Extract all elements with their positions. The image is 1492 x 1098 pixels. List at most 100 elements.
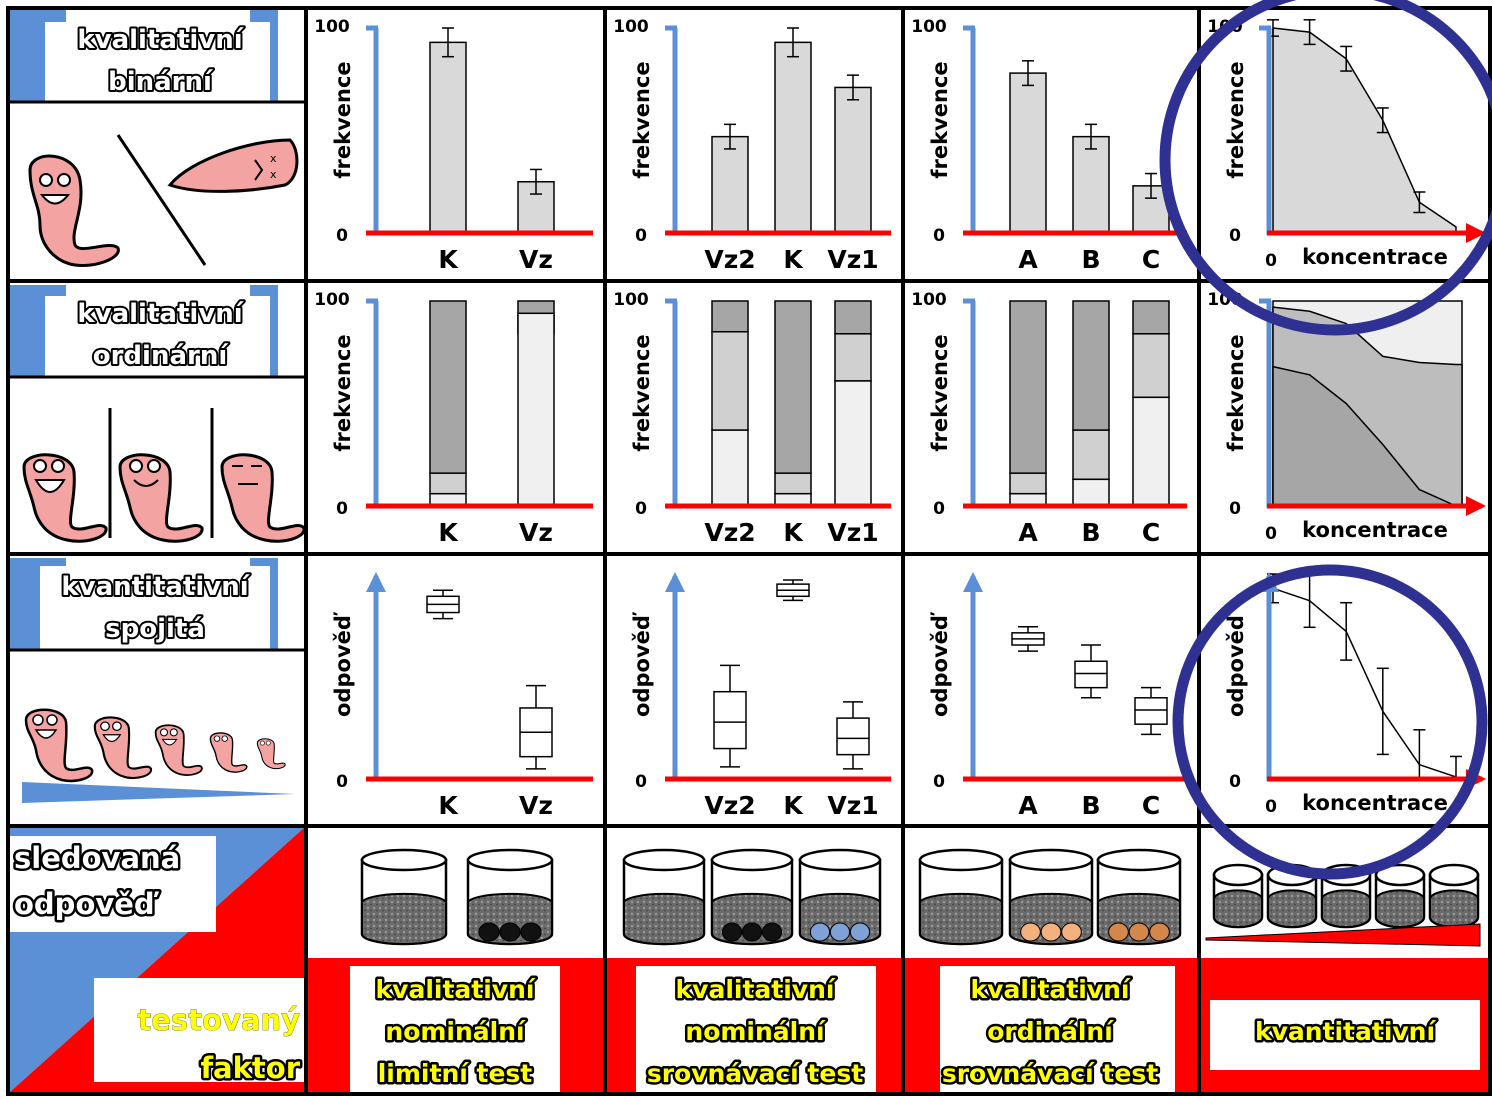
highlight-circle-top	[1159, 0, 1492, 336]
beaker-sediment	[1375, 889, 1425, 928]
bar-K	[774, 41, 812, 234]
svg-text:x: x	[270, 152, 277, 165]
stack-bottom-C	[1132, 396, 1170, 507]
stack-top-A	[1009, 300, 1047, 474]
box-C	[1134, 697, 1168, 725]
beaker-rim	[1212, 863, 1264, 887]
highlight-circle-bottom	[1172, 564, 1488, 880]
y-tick-100: 100	[911, 290, 947, 310]
beaker-illustrations	[360, 848, 1481, 947]
beaker-specimen	[761, 922, 783, 942]
stack-bottom-Vz1	[834, 380, 872, 507]
chart-panels: frekvence 100 0 K Vz frekvence 100 0 Vz2 K Vz1 frek…	[314, 17, 1486, 820]
chart-spojitá-4: odpověď 0 0 koncentrace	[1224, 572, 1486, 817]
x-label-C: C	[1142, 791, 1160, 820]
worm-illustration-binary: x x	[28, 134, 299, 268]
x-label-C: C	[1142, 518, 1160, 547]
y-tick-100: 100	[613, 17, 649, 37]
x-label-Vz2: Vz2	[704, 245, 755, 274]
beaker-k	[710, 848, 794, 946]
x-label-Vz: Vz	[519, 791, 553, 820]
x-tick-0: 0	[1265, 797, 1277, 817]
beaker-sediment	[919, 892, 1003, 945]
corner-response-line2: odpověď	[14, 887, 160, 921]
beaker-specimen	[520, 922, 542, 942]
column-2-line2: nominální	[685, 1017, 826, 1046]
beaker-specimen	[499, 922, 521, 942]
beaker-rim	[466, 848, 554, 872]
y-axis-title: frekvence	[630, 61, 654, 178]
bar-Vz1	[834, 86, 872, 234]
y-axis-title: odpověď	[630, 611, 654, 717]
x-label-A: A	[1018, 791, 1038, 820]
y-tick-100: 100	[314, 290, 350, 310]
stack-top-K	[429, 300, 467, 474]
x-label-Vz: Vz	[519, 245, 553, 274]
x-label-K: K	[783, 245, 804, 274]
column-1-line1: kvalitativní	[376, 975, 536, 1004]
column-2-line1: kvalitativní	[676, 975, 836, 1004]
chart-spojitá-3: odpověď 0 A B C	[928, 572, 1187, 820]
y-tick-0: 0	[933, 226, 945, 246]
stack-mid-K	[774, 472, 812, 495]
stack-top-B	[1072, 300, 1110, 431]
y-tick-0: 0	[933, 772, 945, 792]
x-axis-title: koncentrace	[1302, 518, 1448, 542]
stack-top-Vz1	[834, 300, 872, 335]
column-headers: kvalitativní nominální limitní test kval…	[306, 958, 1488, 1092]
row-header-binary: kvalitativní binární	[10, 10, 278, 104]
beaker-sediment	[1429, 889, 1479, 928]
stack-top-K	[774, 300, 812, 474]
stack-mid-B	[1072, 429, 1110, 481]
row-header-continuous: kvantitativní spojitá	[10, 558, 278, 650]
beaker-specimen	[849, 922, 871, 942]
x-label-K: K	[783, 518, 804, 547]
y-axis-title: frekvence	[1224, 334, 1248, 451]
x-label-K: K	[438, 245, 459, 274]
beaker-vz1	[798, 848, 882, 946]
stack-top-Vz2	[711, 300, 749, 333]
x-label-Vz1: Vz1	[827, 245, 878, 274]
beaker-rim	[1374, 863, 1426, 887]
beaker-specimen	[741, 922, 763, 942]
y-tick-0: 0	[1229, 772, 1241, 792]
y-tick-0: 0	[336, 499, 348, 519]
stack-mid-A	[1009, 472, 1047, 495]
bar-K	[429, 41, 467, 234]
chart-binární-2: frekvence 100 0 Vz2 K Vz1	[613, 17, 891, 274]
bar-A	[1009, 72, 1047, 234]
x-label-Vz2: Vz2	[704, 518, 755, 547]
bar-Vz2	[711, 135, 749, 234]
beaker-sediment	[1267, 889, 1317, 928]
y-axis-title: odpověď	[1224, 611, 1248, 717]
stack-mid-Vz1	[834, 333, 872, 382]
chart-binární-1: frekvence 100 0 K Vz	[314, 17, 593, 274]
y-tick-0: 0	[933, 499, 945, 519]
column-1-line3: limitní test	[378, 1059, 533, 1088]
y-axis-title: frekvence	[1224, 61, 1248, 178]
stack-bottom-Vz2	[711, 429, 749, 507]
area-series	[1272, 27, 1457, 234]
beaker-rim	[360, 848, 448, 872]
y-tick-0: 0	[336, 772, 348, 792]
y-tick-100: 100	[911, 17, 947, 37]
box-Vz2	[713, 690, 747, 750]
x-label-B: B	[1081, 791, 1100, 820]
column-3-line2: ordinální	[987, 1017, 1114, 1046]
beaker-rim	[622, 848, 706, 872]
grid-lines	[6, 6, 1492, 1096]
chart-spojitá-1: odpověď 0 K Vz	[331, 572, 593, 820]
column-4-line1: kvantitativní	[1255, 1017, 1437, 1046]
row-ordinal-line2: ordinární	[93, 341, 230, 371]
beaker-conc-5	[1428, 863, 1480, 929]
x-label-Vz1: Vz1	[827, 791, 878, 820]
stack-bottom-Vz	[517, 312, 555, 507]
column-1-line2: nominální	[385, 1017, 526, 1046]
beaker-a	[918, 848, 1004, 946]
x-label-A: A	[1018, 245, 1038, 274]
row-continuous-line2: spojitá	[105, 614, 205, 644]
bar-B	[1072, 135, 1110, 234]
y-tick-0: 0	[635, 499, 647, 519]
